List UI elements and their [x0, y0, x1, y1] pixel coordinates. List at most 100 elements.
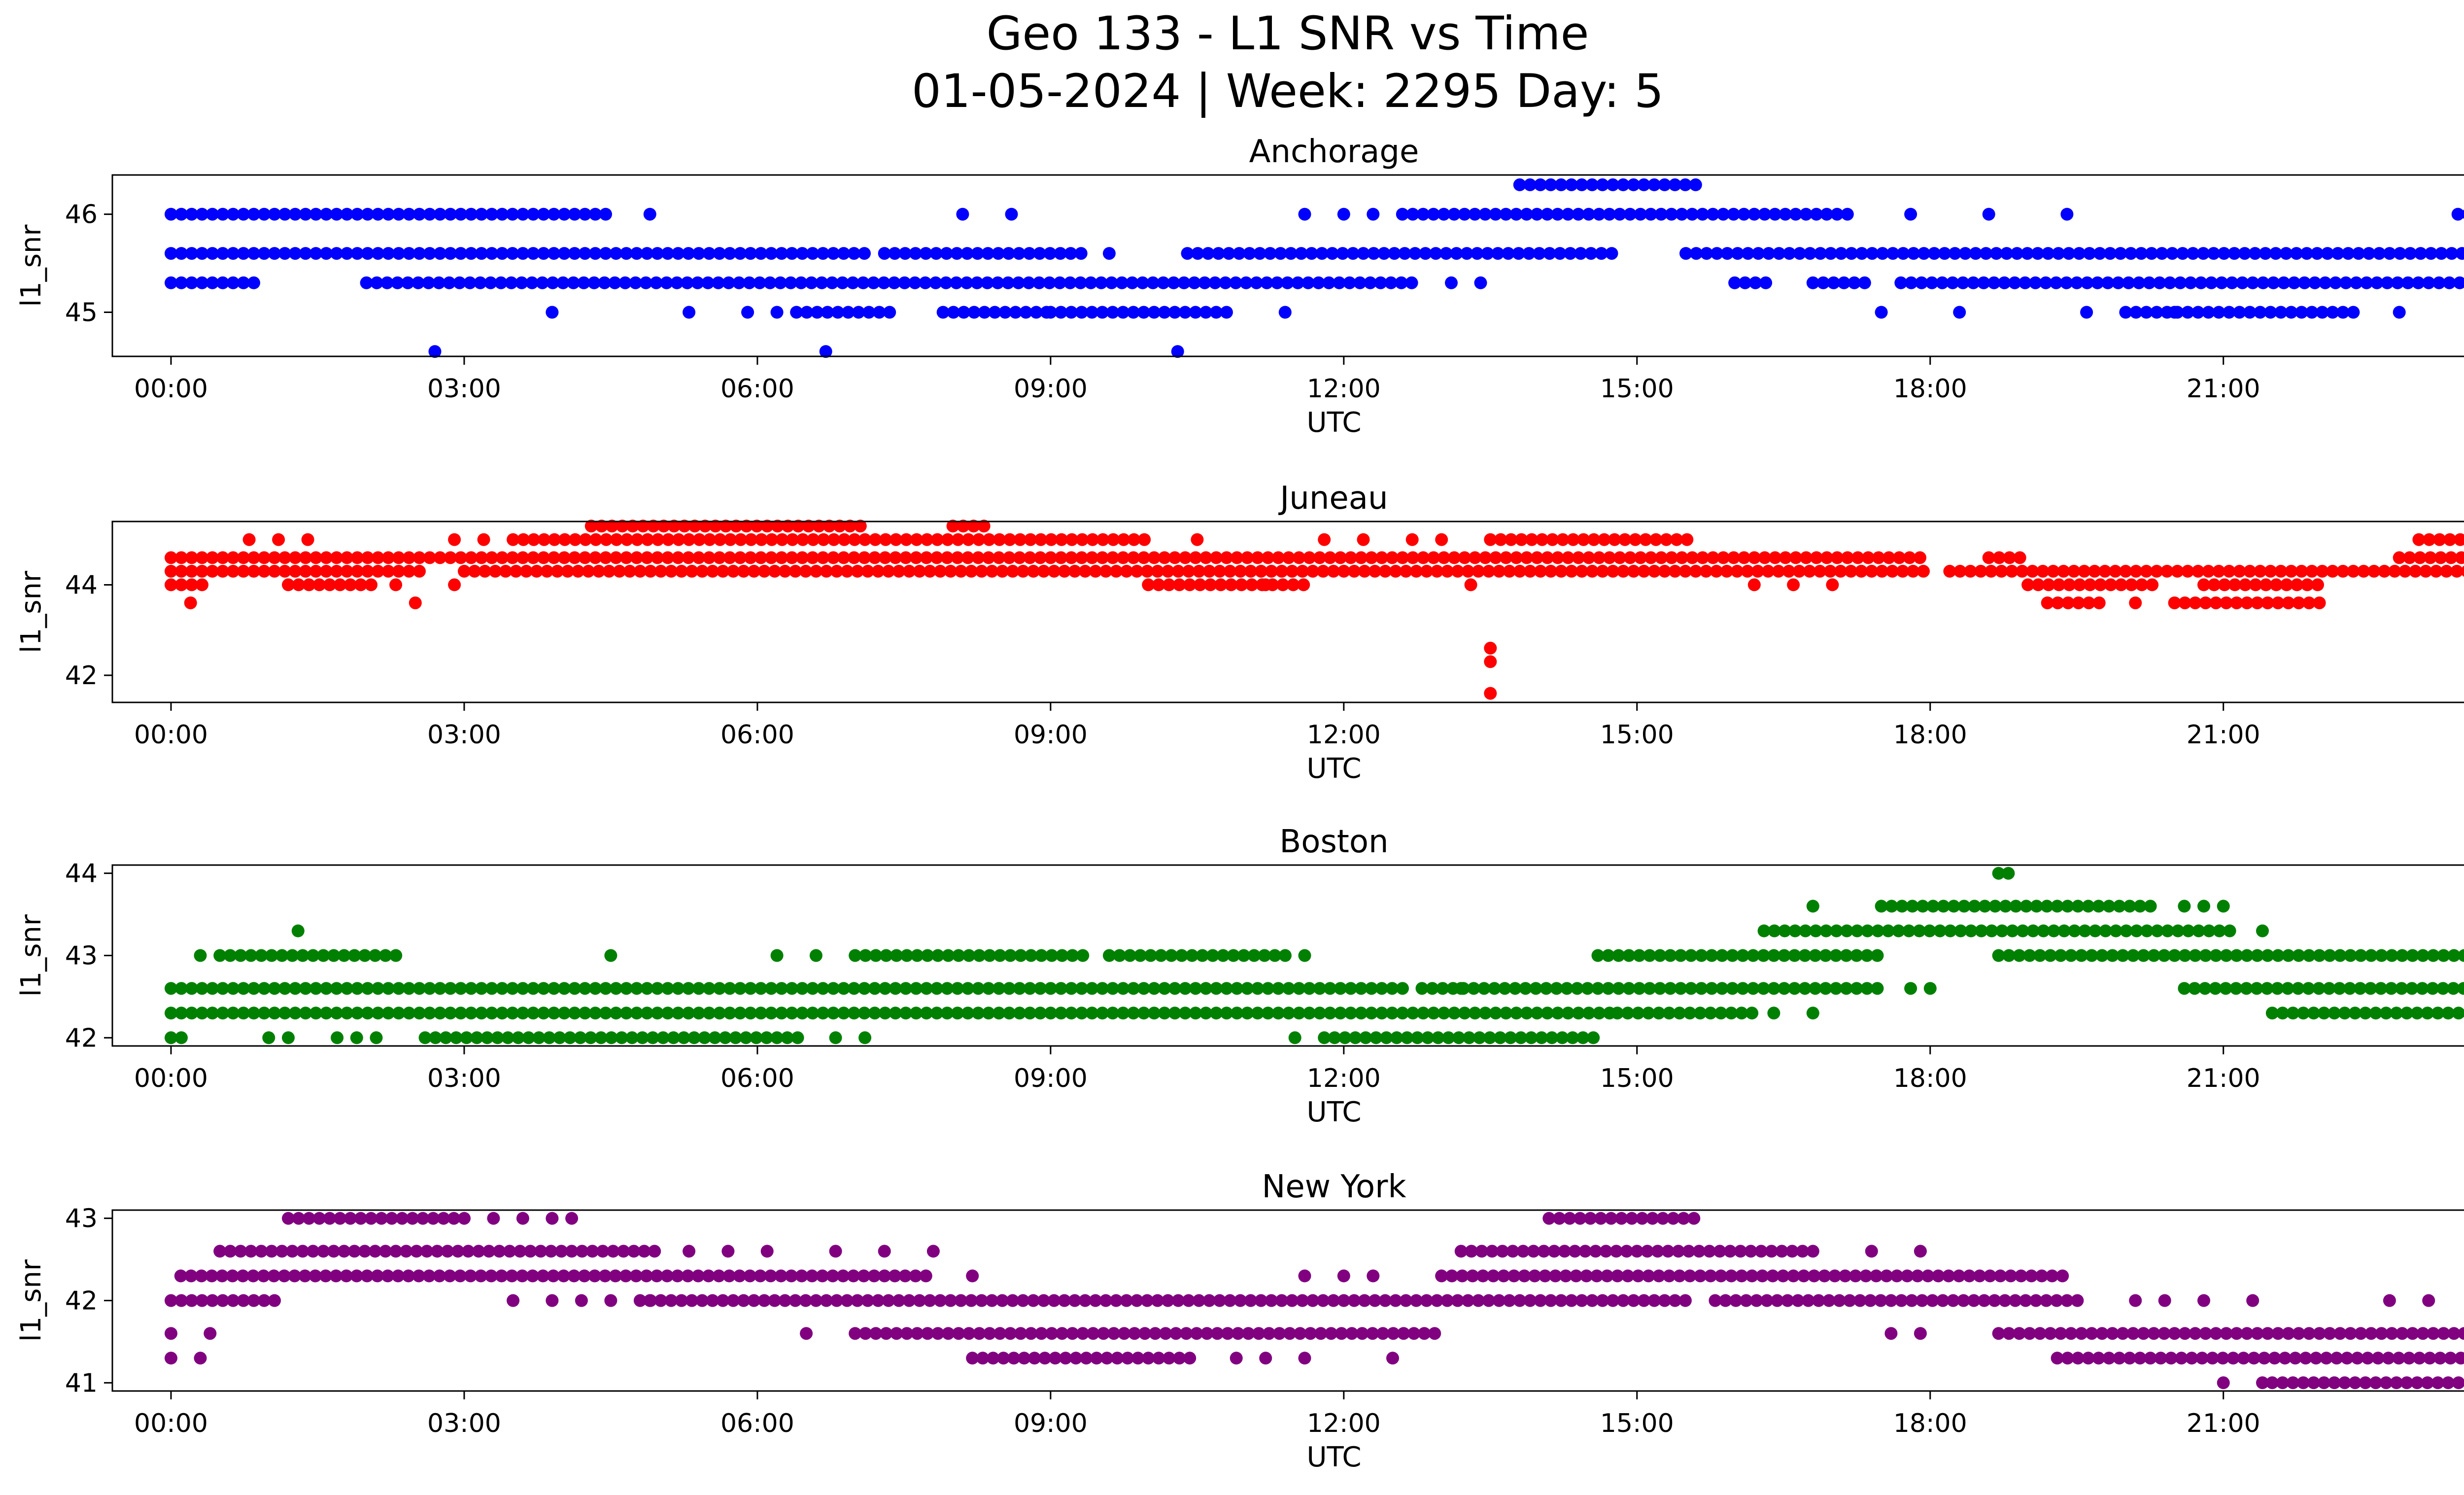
data-point [1572, 208, 1585, 221]
data-point [1035, 949, 1048, 962]
data-point [1427, 208, 1440, 221]
data-point [551, 564, 564, 578]
data-point [510, 564, 522, 578]
data-point [2447, 949, 2461, 962]
data-point [1674, 949, 1687, 962]
data-point [2209, 596, 2223, 610]
data-point [1602, 949, 1615, 962]
data-point [1990, 247, 2003, 260]
y-tick-label: 45 [65, 298, 98, 327]
data-point [1914, 1327, 1927, 1340]
data-point [1405, 533, 1419, 546]
data-point [330, 208, 343, 221]
data-point [1262, 982, 1274, 995]
data-point [1609, 1245, 1623, 1258]
data-point [2209, 949, 2223, 962]
data-point [1606, 178, 1619, 191]
data-point [1117, 551, 1129, 564]
data-point [852, 306, 865, 319]
data-point [1779, 208, 1792, 221]
data-point [1357, 533, 1370, 546]
data-point [396, 1212, 409, 1225]
data-point [2305, 306, 2319, 319]
data-point [1161, 1294, 1174, 1307]
data-point [422, 1269, 436, 1283]
data-point [1440, 1294, 1454, 1307]
data-point [1793, 564, 1806, 578]
data-point [1536, 533, 1549, 546]
data-point [861, 1294, 874, 1307]
data-point [785, 1269, 798, 1283]
data-point [165, 208, 177, 221]
data-point [2229, 982, 2243, 995]
data-point [1683, 1269, 1697, 1283]
data-point [2042, 247, 2054, 260]
data-point [723, 551, 736, 564]
data-point [1917, 247, 1930, 260]
data-point [537, 208, 550, 221]
data-point [596, 1245, 610, 1258]
data-point [313, 578, 326, 591]
data-point [1529, 982, 1542, 995]
data-point [443, 276, 456, 289]
data-point [760, 1031, 773, 1044]
data-point [1358, 1294, 1371, 1307]
data-point [1884, 1327, 1898, 1340]
data-point [1055, 1007, 1067, 1020]
data-point [810, 564, 822, 578]
data-point [2285, 564, 2298, 578]
data-point [1524, 564, 1537, 578]
data-point [303, 1212, 315, 1225]
data-point [919, 1269, 932, 1283]
data-point [1553, 247, 1567, 260]
data-point [2333, 982, 2346, 995]
data-point [774, 1269, 787, 1283]
data-point [1432, 1031, 1445, 1044]
data-point [608, 276, 621, 289]
data-point [1876, 564, 1888, 578]
data-point [470, 1031, 483, 1044]
data-point [589, 208, 602, 221]
data-point [1389, 1294, 1402, 1307]
data-point [991, 276, 1004, 289]
data-point [1024, 551, 1036, 564]
data-point [258, 208, 271, 221]
data-point [1706, 208, 1719, 221]
data-point [403, 247, 415, 260]
data-point [1318, 1031, 1331, 1044]
data-point [975, 1294, 988, 1307]
data-point [1324, 982, 1336, 995]
data-point [1445, 276, 1458, 289]
data-point [1860, 982, 1874, 995]
data-point [1243, 247, 1256, 260]
data-point [1652, 1007, 1666, 1020]
data-point [1025, 1327, 1038, 1340]
data-point [1539, 1269, 1552, 1283]
data-point [1845, 247, 1858, 260]
data-point [1324, 551, 1336, 564]
data-point [2423, 533, 2436, 546]
data-point [1896, 564, 1909, 578]
data-point [1185, 949, 1198, 962]
data-point [646, 1031, 659, 1044]
data-point [258, 564, 271, 578]
data-point [2347, 564, 2360, 578]
data-point [1059, 1352, 1072, 1365]
data-point [1727, 551, 1740, 564]
data-point [1364, 276, 1377, 289]
data-point [2207, 247, 2220, 260]
data-point [2192, 924, 2205, 938]
data-point [636, 1031, 649, 1044]
data-point [382, 208, 395, 221]
data-point [1903, 551, 1916, 564]
data-point [1766, 1269, 1780, 1283]
data-point [1048, 564, 1061, 578]
data-point [1102, 247, 1116, 260]
data-point [1756, 1269, 1769, 1283]
data-point [1075, 982, 1088, 995]
data-point [1116, 306, 1129, 319]
y-axis-label: l1_snr [15, 570, 47, 653]
data-point [1353, 276, 1367, 289]
data-point [454, 551, 467, 564]
data-point [800, 306, 814, 319]
